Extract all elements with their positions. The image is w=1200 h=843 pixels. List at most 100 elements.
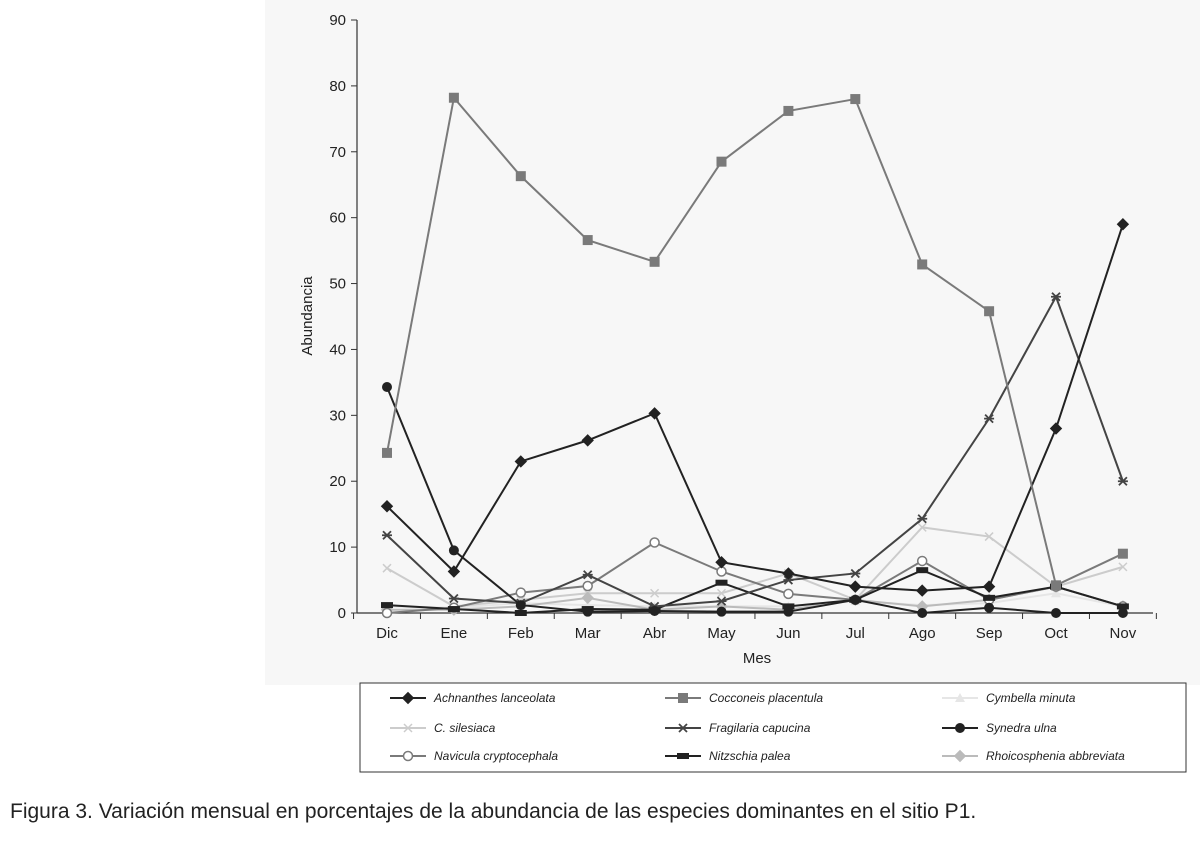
data-point-cocconeis-placentula xyxy=(515,171,526,182)
y-tick-label: 0 xyxy=(338,605,346,622)
data-point-navicula-cryptocephala xyxy=(916,555,928,567)
series-line-cocconeis-placentula xyxy=(386,95,1124,587)
plot-background xyxy=(265,0,1200,685)
data-point-nitzschia-palea xyxy=(381,602,393,609)
data-point-nitzschia-palea xyxy=(782,603,795,610)
data-point-nitzschia-palea xyxy=(1116,603,1129,610)
data-point-synedra-ulna xyxy=(716,606,727,617)
data-point-cocconeis-placentula xyxy=(448,92,459,103)
data-point-cocconeis-placentula xyxy=(917,259,928,270)
data-point-cocconeis-placentula xyxy=(649,256,660,267)
data-point-navicula-cryptocephala xyxy=(582,580,593,592)
data-point-cocconeis-placentula xyxy=(984,306,995,317)
data-point-cocconeis-placentula xyxy=(783,105,794,116)
data-point-fragilaria-capucina xyxy=(783,575,794,585)
data-point-cocconeis-placentula xyxy=(382,447,392,458)
data-point-synedra-ulna xyxy=(382,382,392,393)
series-layer xyxy=(380,92,1130,619)
x-axis-title: Mes xyxy=(743,650,771,667)
data-point-cocconeis-placentula xyxy=(1117,548,1128,559)
legend-label: Synedra ulna xyxy=(986,721,1057,735)
legend-item-navicula-cryptocephala: Navicula cryptocephala xyxy=(390,749,558,763)
x-tick-label: Jun xyxy=(776,625,800,642)
legend-label: C. silesiaca xyxy=(434,721,496,735)
legend-marker xyxy=(401,691,415,705)
y-tick-label: 40 xyxy=(329,341,346,358)
data-point-cocconeis-placentula xyxy=(850,94,861,105)
data-point-c-silesiaca xyxy=(917,522,927,532)
data-point-achnanthes-lanceolata xyxy=(849,580,862,593)
data-point-achnanthes-lanceolata xyxy=(1116,218,1130,231)
x-tick-label: Dic xyxy=(376,625,398,642)
data-point-achnanthes-lanceolata xyxy=(514,455,528,468)
y-tick-label: 60 xyxy=(329,210,346,227)
x-tick-label: Jul xyxy=(846,625,865,642)
x-tick-label: Abr xyxy=(643,625,666,642)
legend-marker xyxy=(678,723,688,733)
series-fragilaria-capucina xyxy=(382,292,1128,612)
data-point-fragilaria-capucina xyxy=(382,530,392,540)
series-line-fragilaria-capucina xyxy=(386,294,1124,608)
legend-label: Cocconeis placentula xyxy=(709,691,823,705)
legend-items: Achnanthes lanceolata Cocconeis placentul… xyxy=(390,691,1125,763)
data-point-nitzschia-palea xyxy=(514,610,527,616)
legend-marker xyxy=(955,693,965,702)
figure-caption: Figura 3. Variación mensual en porcentaj… xyxy=(10,800,977,823)
data-point-navicula-cryptocephala xyxy=(381,607,393,619)
legend-marker xyxy=(953,749,967,763)
data-point-synedra-ulna xyxy=(649,606,660,617)
data-point-c-silesiaca xyxy=(382,563,392,573)
data-point-synedra-ulna xyxy=(582,606,593,617)
y-tick-label: 70 xyxy=(329,144,346,161)
legend-marker xyxy=(403,723,413,733)
y-tick-label: 10 xyxy=(329,539,346,556)
data-point-navicula-cryptocephala xyxy=(783,588,794,600)
legend-item-rhoicosphenia-abbreviata: Rhoicosphenia abbreviata xyxy=(942,749,1125,763)
legend-marker xyxy=(402,750,414,762)
legend-item-fragilaria-capucina: Fragilaria capucina xyxy=(665,721,811,735)
series-synedra-ulna xyxy=(382,382,1128,618)
series-line-cymbella-minuta xyxy=(386,592,1124,609)
data-point-achnanthes-lanceolata xyxy=(715,556,728,569)
legend-item-cocconeis-placentula: Cocconeis placentula xyxy=(665,691,823,705)
x-tick-label: Ago xyxy=(909,625,936,642)
data-point-nitzschia-palea xyxy=(715,579,728,586)
data-point-fragilaria-capucina xyxy=(850,568,861,579)
legend-item-nitzschia-palea: Nitzschia palea xyxy=(665,749,791,763)
x-tick-label: Feb xyxy=(508,625,534,642)
series-nitzschia-palea xyxy=(381,567,1129,616)
data-point-c-silesiaca xyxy=(650,588,660,598)
data-point-rhoicosphenia-abbreviata xyxy=(581,591,594,605)
x-tick-label: Nov xyxy=(1110,625,1137,642)
data-point-cocconeis-placentula xyxy=(1051,580,1061,591)
data-point-fragilaria-capucina xyxy=(1117,476,1128,486)
legend-label: Navicula cryptocephala xyxy=(434,749,558,763)
data-point-synedra-ulna xyxy=(448,545,459,556)
legend-item-c-silesiaca: C. silesiaca xyxy=(390,721,496,735)
data-point-nitzschia-palea xyxy=(916,567,929,574)
legend-label: Fragilaria capucina xyxy=(709,721,811,735)
data-point-cocconeis-placentula xyxy=(582,235,593,246)
data-point-synedra-ulna xyxy=(984,602,995,613)
data-point-fragilaria-capucina xyxy=(984,413,995,424)
x-ticks: Dic Ene Feb Mar Abr May Jun Jul Ago Sep Oct Nov xyxy=(353,613,1157,642)
data-point-synedra-ulna xyxy=(1117,608,1128,618)
y-tick-label: 20 xyxy=(329,473,346,490)
data-point-achnanthes-lanceolata xyxy=(1049,422,1063,435)
legend-marker xyxy=(678,693,688,703)
data-point-c-silesiaca xyxy=(1118,562,1128,572)
data-point-achnanthes-lanceolata xyxy=(782,567,795,580)
x-tick-label: Ene xyxy=(441,625,468,642)
data-point-achnanthes-lanceolata xyxy=(447,565,461,578)
legend-label: Rhoicosphenia abbreviata xyxy=(986,749,1125,763)
data-point-fragilaria-capucina xyxy=(1051,292,1061,302)
legend-item-synedra-ulna: Synedra ulna xyxy=(942,721,1057,735)
y-tick-label: 50 xyxy=(329,276,346,293)
series-achnanthes-lanceolata xyxy=(380,218,1130,597)
data-point-synedra-ulna xyxy=(515,600,526,611)
data-point-navicula-cryptocephala xyxy=(649,537,660,548)
legend-item-achnanthes-lanceolata: Achnanthes lanceolata xyxy=(390,691,556,705)
data-point-synedra-ulna xyxy=(783,606,794,617)
data-point-synedra-ulna xyxy=(1051,608,1061,618)
x-tick-label: Oct xyxy=(1044,625,1068,642)
